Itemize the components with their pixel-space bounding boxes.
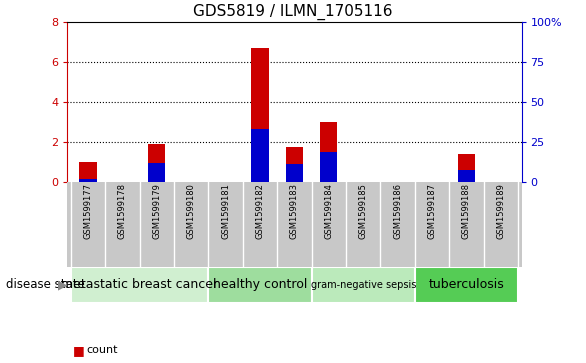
Bar — [321, 152, 338, 182]
Bar — [415, 267, 518, 303]
Bar — [312, 267, 415, 303]
Bar — [286, 147, 303, 182]
Bar — [286, 163, 303, 182]
Text: metastatic breast cancer: metastatic breast cancer — [61, 278, 218, 291]
Text: GSM1599183: GSM1599183 — [290, 183, 299, 239]
Text: GSM1599182: GSM1599182 — [255, 183, 264, 239]
Text: GSM1599188: GSM1599188 — [462, 183, 471, 239]
Text: disease state: disease state — [6, 278, 84, 291]
Text: GSM1599179: GSM1599179 — [152, 183, 161, 239]
Text: ▶: ▶ — [58, 278, 67, 291]
Text: GSM1599184: GSM1599184 — [325, 183, 333, 239]
Bar — [80, 179, 97, 182]
Text: ■: ■ — [73, 344, 85, 357]
Text: GSM1599177: GSM1599177 — [84, 183, 93, 239]
Text: GSM1599178: GSM1599178 — [118, 183, 127, 239]
Bar — [458, 170, 475, 182]
Text: tuberculosis: tuberculosis — [428, 278, 505, 291]
Bar — [251, 129, 268, 182]
Bar — [148, 144, 165, 182]
Bar — [321, 122, 338, 182]
Text: GSM1599189: GSM1599189 — [496, 183, 505, 239]
Text: GSM1599180: GSM1599180 — [187, 183, 196, 239]
Text: healthy control: healthy control — [213, 278, 307, 291]
Bar — [80, 162, 97, 182]
Text: GSM1599181: GSM1599181 — [221, 183, 230, 239]
Text: count: count — [87, 345, 118, 355]
Bar — [458, 154, 475, 182]
Bar — [71, 267, 209, 303]
Text: GSM1599186: GSM1599186 — [393, 183, 402, 239]
Text: GSM1599185: GSM1599185 — [359, 183, 368, 239]
Text: gram-negative sepsis: gram-negative sepsis — [311, 280, 416, 290]
Bar — [148, 163, 165, 182]
Text: GDS5819 / ILMN_1705116: GDS5819 / ILMN_1705116 — [193, 4, 393, 20]
Text: GSM1599187: GSM1599187 — [428, 183, 437, 239]
Bar — [251, 48, 268, 182]
Bar — [209, 267, 312, 303]
